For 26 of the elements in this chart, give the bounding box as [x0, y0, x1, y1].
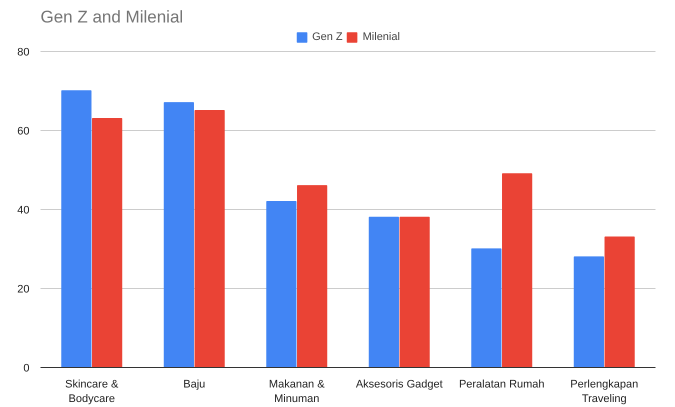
x-tick-label: Skincare & Bodycare	[65, 378, 120, 405]
x-tick-label: Aksesoris Gadget	[356, 378, 443, 390]
legend-label: Gen Z	[312, 31, 343, 43]
bar	[297, 185, 328, 368]
x-tick-label: Peralatan Rumah	[458, 378, 545, 390]
bar	[400, 216, 430, 368]
bar	[61, 90, 92, 368]
y-tick-label: 0	[23, 362, 30, 374]
y-tick-label: 20	[17, 283, 30, 296]
bar	[164, 102, 194, 368]
bar	[574, 256, 604, 368]
bar	[368, 216, 399, 368]
bar	[266, 200, 296, 368]
legend-label: Milenial	[362, 31, 400, 43]
y-tick-label: 40	[17, 204, 30, 216]
bar	[471, 248, 502, 368]
bar	[604, 236, 635, 368]
bar	[502, 173, 532, 368]
x-tick-label: Baju	[183, 378, 206, 390]
bar	[194, 110, 225, 368]
chart-title: Gen Z and Milenial	[40, 8, 184, 26]
y-tick-label: 80	[17, 46, 30, 58]
x-tick-label: Makanan & Minuman	[268, 378, 326, 405]
y-tick-label: 60	[17, 125, 30, 138]
x-tick-label: Perlengkapan Traveling	[570, 378, 638, 405]
bar	[92, 118, 122, 368]
